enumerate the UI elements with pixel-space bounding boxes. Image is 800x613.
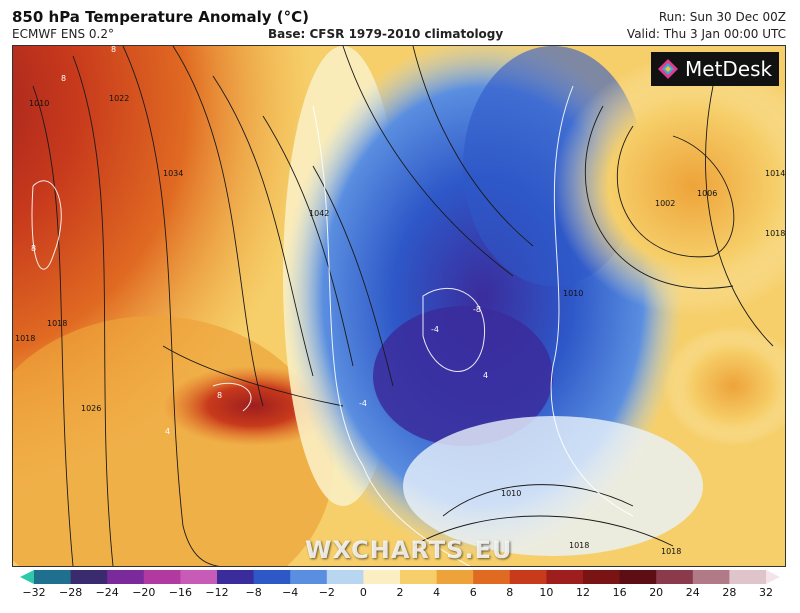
warm-anomaly-east [553, 56, 785, 316]
anomaly-contours [31, 85, 634, 566]
colorbar-min-arrow [20, 570, 34, 584]
colorbar-tick-label: −28 [58, 586, 83, 599]
isobars [32, 46, 774, 566]
isobar-label: 1018 [15, 334, 35, 343]
chart-title: 850 hPa Temperature Anomaly (°C) [12, 8, 309, 26]
warm-anomaly-southeast [663, 326, 785, 446]
anomaly-map: 1010 1022 1034 1018 1026 1018 1042 1002 … [12, 45, 786, 567]
colorbar-segment [656, 570, 694, 584]
anomaly-label: 8 [217, 391, 222, 400]
colorbar-segment [436, 570, 474, 584]
isobar-label: 1022 [109, 94, 129, 103]
colorbar-segment [143, 570, 181, 584]
metdesk-logo: MetDesk [651, 52, 779, 86]
colorbar-tick-label: 12 [576, 586, 590, 599]
colorbar-segment [70, 570, 108, 584]
isobar-label: 1010 [501, 489, 521, 498]
anomaly-label: 4 [483, 371, 488, 380]
colorbar-tick-label: 8 [506, 586, 514, 599]
colorbar-segment [290, 570, 328, 584]
isobar-label: 1042 [309, 209, 329, 218]
colorbar-tick-label: −16 [168, 586, 192, 599]
colorbar-tick-label: −24 [95, 586, 119, 599]
colorbar-segment [692, 570, 730, 584]
isobar-label: 1010 [29, 99, 49, 108]
metdesk-logo-icon [658, 59, 678, 79]
colorbar-segment [217, 570, 255, 584]
anomaly-label: 8 [61, 74, 66, 83]
colorbar-segment [34, 570, 72, 584]
metdesk-logo-text: MetDesk [685, 57, 773, 81]
map-canvas: 1010 1022 1034 1018 1026 1018 1042 1002 … [13, 46, 785, 566]
colorbar-segment [619, 570, 657, 584]
colorbar-tick-label: 28 [722, 586, 737, 599]
colorbar-tick-label: −12 [205, 586, 229, 599]
colorbar-tick-label: −2 [318, 586, 335, 599]
isobar-label: 1002 [655, 199, 675, 208]
colorbar-segment [509, 570, 547, 584]
isobar-label-group: 1010 1022 1034 1018 1026 1018 1042 1002 … [15, 94, 785, 556]
isobar-label: 1010 [563, 289, 583, 298]
colorbar-tick-label: 24 [685, 586, 700, 599]
cold-core [373, 306, 553, 446]
colorbar-segment [400, 570, 438, 584]
colorbar-ticks: −32 −28 −24 −20 −16 −12 −8 −4 −2 0 2 4 6 8 10 12 16 20 24 2… [0, 586, 800, 606]
colorbar-tick-label: 2 [396, 586, 404, 599]
colorbar-tick-label: −8 [245, 586, 262, 599]
colorbar-tick-label: 6 [469, 586, 477, 599]
colorbar-segments [20, 570, 780, 584]
model-label: ECMWF ENS 0.2° [12, 27, 114, 41]
anomaly-label: 8 [31, 244, 36, 253]
colorbar-tick-label: 32 [759, 586, 773, 599]
colorbar-tick-label: −4 [282, 586, 299, 599]
anomaly-label-group: 8 8 8 -8 -4 4 -4 4 8 [31, 46, 488, 436]
colorbar-tick-label: 4 [433, 586, 441, 599]
colorbar-tick-label: 0 [359, 586, 367, 599]
colorbar-tick-label: −32 [22, 586, 46, 599]
valid-time-label: Valid: Thu 3 Jan 00:00 UTC [626, 27, 786, 41]
anomaly-label: -4 [431, 325, 439, 334]
colorbar-max-arrow [766, 570, 780, 584]
colorbar-tick-label: 16 [612, 586, 627, 599]
colorbar-segment [180, 570, 218, 584]
colorbar-tick-label: 20 [649, 586, 664, 599]
isobar-label: 1018 [47, 319, 67, 328]
anomaly-label: 8 [111, 46, 116, 54]
isobar-label: 1034 [163, 169, 183, 178]
run-time-label: Run: Sun 30 Dec 00Z [658, 10, 786, 24]
neutral-south [403, 416, 703, 556]
isobar-label: 1018 [569, 541, 589, 550]
isobar-label: 1018 [661, 547, 681, 556]
anomaly-label: -4 [359, 399, 367, 408]
colorbar-segment [729, 570, 767, 584]
colorbar-tick-label: −20 [132, 586, 156, 599]
anomaly-label: -8 [473, 305, 481, 314]
wxcharts-watermark: WXCHARTS.EU [305, 536, 513, 564]
colorbar-segment [546, 570, 584, 584]
isobar-label: 1006 [697, 189, 717, 198]
anomaly-label: 4 [165, 427, 170, 436]
colorbar-segment [326, 570, 364, 584]
colorbar [20, 570, 780, 584]
colorbar-segment [253, 570, 291, 584]
colorbar-segment [107, 570, 145, 584]
base-climatology-label: Base: CFSR 1979-2010 climatology [268, 27, 504, 41]
colorbar-segment [583, 570, 621, 584]
colorbar-tick-label: 10 [539, 586, 554, 599]
isobar-label: 1026 [81, 404, 101, 413]
colorbar-segment [363, 570, 401, 584]
isobar-label: 1014 [765, 169, 785, 178]
isobar-label: 1018 [765, 229, 785, 238]
colorbar-segment [473, 570, 511, 584]
